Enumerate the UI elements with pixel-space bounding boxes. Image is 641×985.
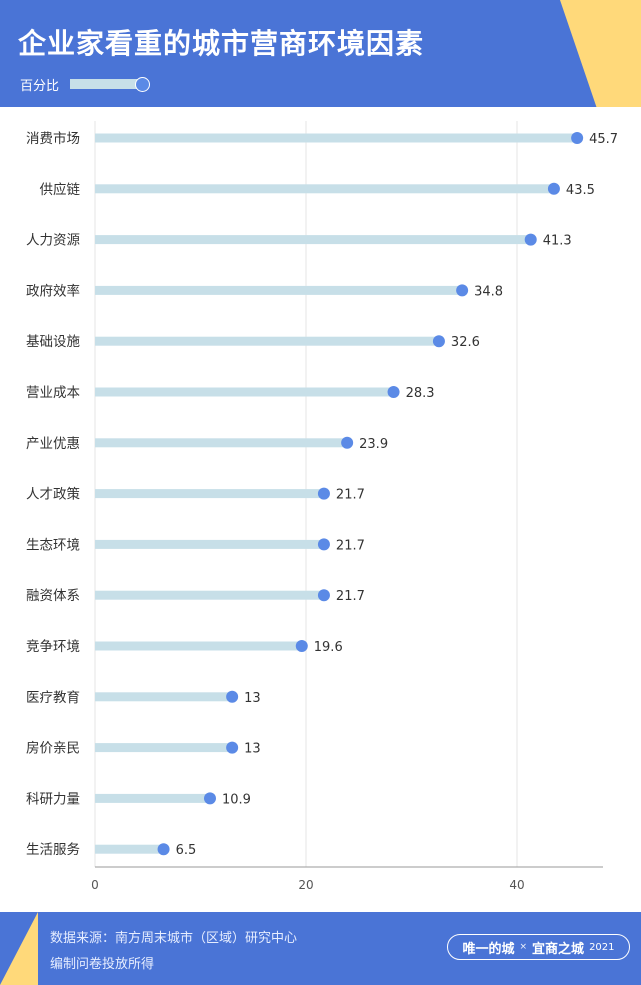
category-label: 供应链 xyxy=(40,181,81,198)
category-label: 人力资源 xyxy=(26,233,80,249)
brand-badge: 唯一的城 × 宜商之城 2021 xyxy=(447,934,630,960)
bar-end-dot xyxy=(203,792,216,805)
bar xyxy=(95,133,578,143)
value-label: 45.7 xyxy=(589,132,618,147)
category-label: 生态环境 xyxy=(26,537,80,553)
value-label: 21.7 xyxy=(336,488,365,503)
value-label: 43.5 xyxy=(566,183,595,198)
category-label: 竞争环境 xyxy=(26,638,80,655)
bar xyxy=(95,692,233,702)
bar xyxy=(95,336,439,346)
value-label: 13 xyxy=(244,691,261,706)
bar-end-dot xyxy=(317,538,330,551)
value-label: 28.3 xyxy=(406,386,435,401)
category-label: 生活服务 xyxy=(26,842,80,858)
bar-end-dot xyxy=(432,335,445,348)
unit-legend-dot xyxy=(135,77,150,92)
bar xyxy=(95,285,463,295)
bar-end-dot xyxy=(226,741,239,754)
bar-end-dot xyxy=(387,386,400,398)
bar xyxy=(95,438,348,448)
value-label: 23.9 xyxy=(359,437,388,452)
category-label: 房价亲民 xyxy=(26,741,80,757)
bar-end-dot xyxy=(456,284,469,297)
bar xyxy=(95,844,164,854)
bar xyxy=(95,641,302,651)
category-label: 融资体系 xyxy=(26,588,80,604)
value-label: 10.9 xyxy=(222,792,251,807)
chart-footer: 数据来源：南方周末城市（区域）研究中心 编制问卷投放所得 唯一的城 × 宜商之城… xyxy=(0,912,641,985)
unit-label: 百分比 xyxy=(20,79,60,94)
badge-left-text: 唯一的城 xyxy=(462,941,515,957)
category-label: 医疗教育 xyxy=(26,690,80,706)
lollipop-chart: 0 20 40 消费市场 45.7 供应链 43.5 人力资源 41.3 政府效率 34.8 基础设施… xyxy=(26,121,618,892)
bar-end-dot xyxy=(571,132,584,144)
bar-end-dot xyxy=(524,233,537,246)
value-label: 21.7 xyxy=(336,589,365,604)
bar-end-dot xyxy=(317,487,330,500)
x-tick-label: 0 xyxy=(91,878,99,892)
value-label: 21.7 xyxy=(336,538,365,553)
bar xyxy=(95,489,324,499)
source-line-2: 编制问卷投放所得 xyxy=(50,957,155,972)
footer-corner-decoration xyxy=(0,912,38,985)
bar xyxy=(95,743,233,753)
x-tick-label: 20 xyxy=(298,878,313,892)
x-tick-label: 40 xyxy=(509,878,524,892)
category-label: 科研力量 xyxy=(26,791,80,807)
bar-end-dot xyxy=(157,843,170,856)
value-label: 34.8 xyxy=(474,284,503,299)
bar xyxy=(95,539,324,549)
unit-legend-bar xyxy=(70,79,144,89)
badge-separator: × xyxy=(519,942,528,952)
value-label: 19.6 xyxy=(314,640,343,655)
chart-title: 企业家看重的城市营商环境因素 xyxy=(18,27,425,60)
value-label: 32.6 xyxy=(451,335,480,350)
source-line-1: 数据来源：南方周末城市（区域）研究中心 xyxy=(50,931,298,946)
bar-end-dot xyxy=(317,589,330,602)
badge-year: 2021 xyxy=(589,941,615,953)
category-label: 基础设施 xyxy=(26,333,80,350)
badge-right-text: 宜商之城 xyxy=(532,941,585,957)
bar-end-dot xyxy=(295,640,308,652)
category-label: 产业优惠 xyxy=(26,436,80,452)
bar-end-dot xyxy=(226,690,239,703)
value-label: 13 xyxy=(244,742,261,757)
bar xyxy=(95,184,554,194)
header-corner-decoration xyxy=(560,0,641,107)
value-label: 6.5 xyxy=(176,843,197,858)
category-label: 人才政策 xyxy=(26,486,80,503)
chart-header: 企业家看重的城市营商环境因素 百分比 xyxy=(0,0,641,107)
bar-end-dot xyxy=(341,436,354,449)
bar xyxy=(95,793,210,803)
category-label: 政府效率 xyxy=(26,282,80,299)
bar xyxy=(95,387,394,397)
category-label: 营业成本 xyxy=(26,385,80,401)
bar-end-dot xyxy=(547,182,560,195)
value-label: 41.3 xyxy=(543,234,572,249)
bar xyxy=(95,235,531,245)
bar xyxy=(95,590,324,600)
category-label: 消费市场 xyxy=(26,130,80,147)
